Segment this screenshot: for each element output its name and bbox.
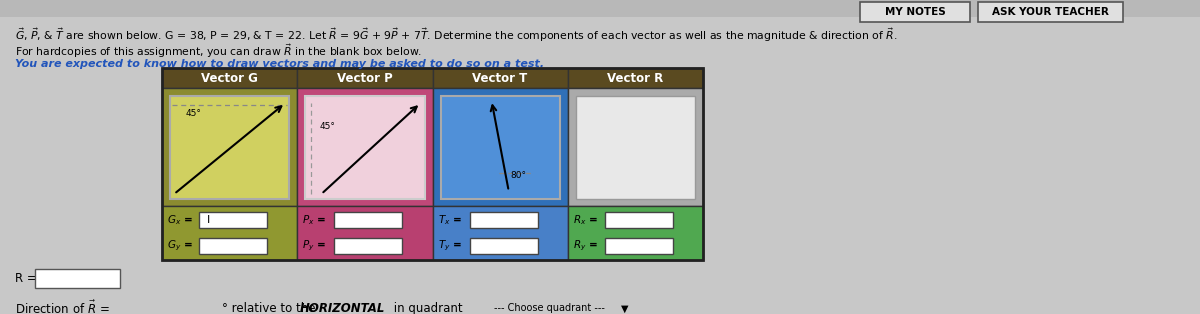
Text: You are expected to know how to draw vectors and may be asked to do so on a test: You are expected to know how to draw vec…	[14, 58, 544, 68]
Bar	[162, 68, 298, 88]
Bar	[162, 88, 298, 206]
Bar	[440, 96, 559, 199]
Text: $R_x$ =: $R_x$ =	[572, 213, 598, 227]
Text: $T_y$ =: $T_y$ =	[438, 239, 462, 253]
Bar	[298, 206, 432, 260]
Text: in quadrant: in quadrant	[390, 302, 463, 314]
Bar	[162, 68, 703, 260]
Text: 80°: 80°	[511, 171, 527, 180]
Bar	[568, 88, 703, 206]
Text: Direction of $\vec{R}$ =: Direction of $\vec{R}$ =	[14, 300, 109, 314]
Bar	[978, 2, 1123, 22]
Text: 45°: 45°	[319, 122, 335, 131]
Text: $P_y$ =: $P_y$ =	[302, 239, 326, 253]
Text: Vector R: Vector R	[607, 72, 664, 84]
Text: ▼: ▼	[622, 303, 629, 313]
Bar	[432, 68, 568, 88]
Text: $R_y$ =: $R_y$ =	[572, 239, 598, 253]
Bar	[335, 212, 402, 229]
Text: I: I	[208, 215, 210, 225]
Bar	[298, 68, 432, 88]
Text: HORIZONTAL: HORIZONTAL	[300, 302, 385, 314]
Text: $\vec{G}$, $\vec{P}$, & $\vec{T}$ are shown below. G = 38, P = 29, & T = 22. Let: $\vec{G}$, $\vec{P}$, & $\vec{T}$ are sh…	[14, 26, 898, 44]
Bar	[474, 299, 634, 314]
Bar	[199, 212, 266, 229]
Text: ASK YOUR TEACHER: ASK YOUR TEACHER	[992, 7, 1109, 17]
Bar	[605, 212, 673, 229]
Bar	[35, 269, 120, 288]
Bar	[616, 299, 634, 314]
Text: MY NOTES: MY NOTES	[884, 7, 946, 17]
Bar	[568, 68, 703, 88]
Bar	[576, 96, 695, 199]
Bar	[860, 2, 970, 22]
Bar	[469, 238, 538, 254]
Bar	[170, 96, 289, 199]
Text: 45°: 45°	[186, 109, 202, 118]
Text: $G_y$ =: $G_y$ =	[167, 239, 193, 253]
Bar	[0, 0, 1200, 17]
Bar	[305, 96, 425, 199]
Bar	[199, 238, 266, 254]
Text: Vector P: Vector P	[337, 72, 392, 84]
Text: Vector G: Vector G	[202, 72, 258, 84]
Text: R =: R =	[14, 272, 37, 285]
Bar	[130, 299, 215, 314]
Bar	[298, 88, 432, 206]
Text: $P_x$ =: $P_x$ =	[302, 213, 326, 227]
Bar	[335, 238, 402, 254]
Text: $G_x$ =: $G_x$ =	[167, 213, 193, 227]
Text: ° relative to the: ° relative to the	[222, 302, 319, 314]
Bar	[568, 206, 703, 260]
Text: --- Choose quadrant ---: --- Choose quadrant ---	[493, 303, 605, 313]
Bar	[605, 238, 673, 254]
Text: Vector T: Vector T	[473, 72, 528, 84]
Bar	[432, 88, 568, 206]
Text: $T_x$ =: $T_x$ =	[438, 213, 462, 227]
Bar	[162, 206, 298, 260]
Text: For hardcopies of this assignment, you can draw $\vec{R}$ in the blank box below: For hardcopies of this assignment, you c…	[14, 43, 422, 60]
Bar	[432, 206, 568, 260]
Bar	[469, 212, 538, 229]
